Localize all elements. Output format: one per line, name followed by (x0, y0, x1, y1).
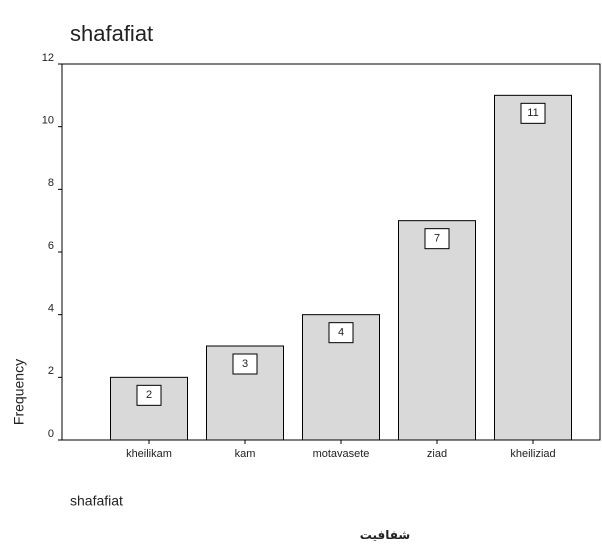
x-tick-label: ziad (427, 448, 447, 460)
bar (110, 376, 188, 441)
x-tick-label: kheiliziad (510, 448, 555, 460)
x-tick-label: kheilikam (126, 448, 172, 460)
y-tick-label: 12 (42, 52, 54, 64)
value-label-box (520, 102, 546, 124)
value-label: 7 (434, 233, 440, 245)
value-label-box (328, 322, 354, 344)
x-tick-label: motavasete (313, 448, 370, 460)
value-label: 2 (146, 389, 152, 401)
y-tick-label: 4 (48, 303, 54, 315)
caption: شفافيت (360, 528, 410, 542)
y-tick-label: 8 (48, 177, 54, 189)
y-tick-label: 2 (48, 365, 54, 377)
value-label: 3 (242, 358, 248, 370)
value-label: 4 (338, 327, 344, 339)
y-axis-title: Frequency (11, 359, 27, 425)
bar (494, 94, 572, 441)
value-label-box (136, 384, 162, 406)
x-tick-label: kam (235, 448, 256, 460)
y-tick-label: 6 (48, 240, 54, 252)
value-label: 11 (527, 107, 538, 119)
x-axis-title: shafafiat (70, 493, 123, 509)
value-label-box (424, 228, 450, 250)
value-label-box (232, 353, 258, 375)
chart-title: shafafiat (70, 21, 153, 46)
y-tick-label: 10 (42, 115, 54, 127)
bar (398, 220, 476, 441)
y-tick-label: 0 (48, 428, 54, 440)
